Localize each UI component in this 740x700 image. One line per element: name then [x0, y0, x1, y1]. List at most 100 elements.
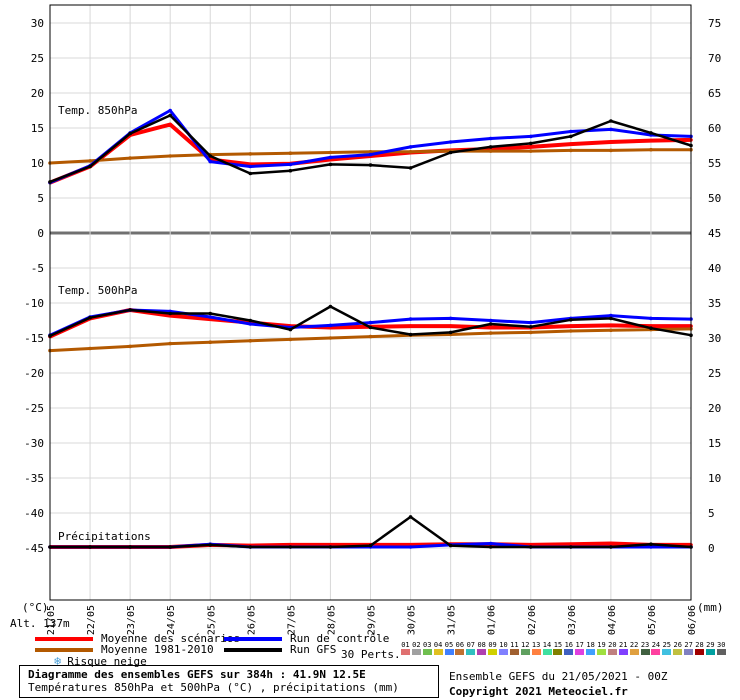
- x-tick-label: 31/05: [447, 605, 458, 635]
- pert-color: [411, 649, 421, 655]
- pert-number: 07: [466, 641, 475, 649]
- data-point: [128, 344, 132, 349]
- data-point: [649, 138, 653, 143]
- data-point: [609, 323, 613, 328]
- data-point: [408, 515, 413, 519]
- data-point: [649, 316, 653, 321]
- series-3: [48, 113, 693, 549]
- pert-swatch: 02: [411, 641, 422, 655]
- right-unit-label: (mm): [697, 601, 724, 614]
- data-point: [408, 332, 413, 337]
- pert-swatch: 06: [454, 641, 465, 655]
- pert-swatch: 10: [498, 641, 509, 655]
- pert-swatch: 20: [607, 641, 618, 655]
- pert-number: 24: [651, 641, 661, 649]
- data-point: [328, 545, 333, 549]
- pert-number: 15: [553, 641, 563, 649]
- data-point: [569, 329, 573, 333]
- right-tick-label: 60: [708, 122, 721, 135]
- data-point: [208, 311, 213, 316]
- left-tick-label: -15: [24, 332, 44, 345]
- data-point: [488, 541, 493, 546]
- data-point: [528, 320, 533, 325]
- series-1: [48, 147, 693, 353]
- grid: [49, 5, 692, 600]
- data-point: [408, 324, 413, 328]
- data-point: [649, 326, 653, 331]
- pert-color: [455, 649, 465, 655]
- pert-swatch: 09: [487, 641, 498, 655]
- pert-number: 05: [444, 641, 454, 649]
- x-tick-label: 28/05: [326, 605, 337, 635]
- pert-number: 26: [673, 641, 682, 649]
- pert-color: [618, 649, 628, 655]
- perturbation-swatches: 01 02 03 04 05 06 07 08 09 10 11 12 13 14 15 16 17 18 19 20…: [400, 641, 727, 655]
- data-point: [609, 148, 613, 153]
- left-tick-label: -30: [24, 437, 44, 450]
- pert-swatch: 23: [640, 641, 651, 655]
- pert-color: [466, 649, 476, 655]
- pert-color: [629, 649, 639, 655]
- left-tick-label: -45: [24, 542, 44, 555]
- data-point: [368, 150, 373, 154]
- x-tick-label: 03/06: [567, 605, 578, 635]
- pert-color: [640, 649, 650, 655]
- panel-label-500: Temp. 500hPa: [58, 284, 137, 297]
- data-point: [448, 140, 453, 144]
- pert-number: 10: [499, 641, 508, 649]
- pert-swatch: 01: [400, 641, 411, 655]
- data-point: [448, 330, 453, 335]
- x-tick-label: 02/06: [527, 605, 538, 635]
- right-tick-label: 40: [708, 262, 721, 275]
- data-point: [248, 339, 253, 343]
- data-point: [488, 322, 493, 326]
- data-point: [288, 545, 293, 549]
- data-point: [488, 545, 493, 549]
- data-point: [288, 337, 293, 342]
- data-point: [368, 163, 373, 167]
- series-layer: [48, 108, 693, 549]
- pert-swatch: 03: [422, 641, 433, 655]
- x-tick-label: 06/06: [687, 605, 698, 635]
- data-point: [368, 325, 373, 330]
- legend-label-control: Run de contrôle: [290, 632, 390, 645]
- x-tick-label: 24/05: [166, 605, 177, 635]
- pert-color: [531, 649, 541, 655]
- pert-swatch: 18: [585, 641, 596, 655]
- data-point: [528, 325, 533, 329]
- pert-swatch: 12: [520, 641, 531, 655]
- x-tick-label: 30/05: [407, 605, 418, 635]
- pert-swatch: 14: [542, 641, 553, 655]
- legend-label-mean: Moyenne des scénarios: [101, 632, 241, 645]
- data-point: [569, 542, 573, 546]
- left-tick-label: -10: [24, 297, 44, 310]
- pert-number: 30: [717, 641, 726, 649]
- perts-label: 30 Perts.: [341, 648, 401, 661]
- pert-color: [400, 649, 410, 655]
- pert-color: [498, 649, 508, 655]
- data-point: [609, 541, 613, 546]
- data-point: [448, 324, 453, 328]
- pert-number: 19: [597, 641, 606, 649]
- legend-label-climate: Moyenne 1981-2010: [101, 643, 214, 656]
- data-point: [368, 543, 373, 548]
- data-point: [128, 156, 132, 160]
- data-point: [569, 134, 573, 139]
- data-point: [488, 325, 493, 330]
- left-tick-label: 10: [31, 157, 44, 170]
- left-tick-label: 20: [31, 87, 44, 100]
- data-point: [128, 545, 132, 549]
- data-point: [248, 152, 253, 156]
- pert-number: 18: [586, 641, 595, 649]
- x-tick-label: 01/06: [487, 605, 498, 635]
- data-point: [528, 145, 533, 149]
- left-tick-label: 5: [37, 192, 44, 205]
- pert-color: [716, 649, 726, 655]
- data-point: [528, 134, 533, 139]
- pert-color: [509, 649, 519, 655]
- legend-mean: Moyenne des scénarios: [35, 632, 240, 645]
- right-tick-label: 20: [708, 402, 721, 415]
- data-point: [408, 317, 413, 321]
- pert-swatch: 16: [563, 641, 574, 655]
- data-point: [488, 145, 493, 149]
